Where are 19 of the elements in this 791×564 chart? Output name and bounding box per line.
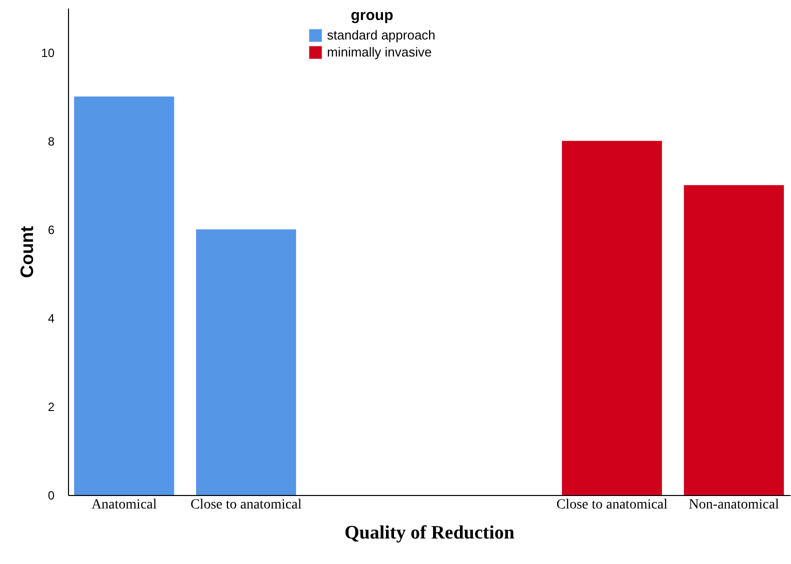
legend-title: group: [350, 7, 394, 24]
x-tick-label: Close to anatomical: [556, 498, 668, 512]
x-tick-label: Anatomical: [91, 498, 157, 512]
legend-label: standard approach: [327, 28, 436, 42]
x-tick-label: Close to anatomical: [190, 498, 302, 512]
y-tick-label: 6: [48, 222, 55, 237]
legend-label: minimally invasive: [327, 44, 432, 60]
y-tick-label: 10: [41, 46, 55, 60]
bar: [74, 96, 174, 495]
y-tick-label: 2: [48, 400, 55, 414]
bar: [684, 185, 784, 495]
y-axis-title: Count: [17, 226, 38, 278]
bar: [562, 140, 662, 495]
y-tick-label: 0: [48, 488, 55, 502]
x-tick-label: Non-anatomical: [688, 498, 780, 512]
y-tick-label: 4: [48, 311, 55, 326]
bar: [196, 229, 296, 495]
y-tick-label: 8: [48, 134, 55, 148]
x-axis-title: Quality of Reduction: [344, 522, 515, 544]
